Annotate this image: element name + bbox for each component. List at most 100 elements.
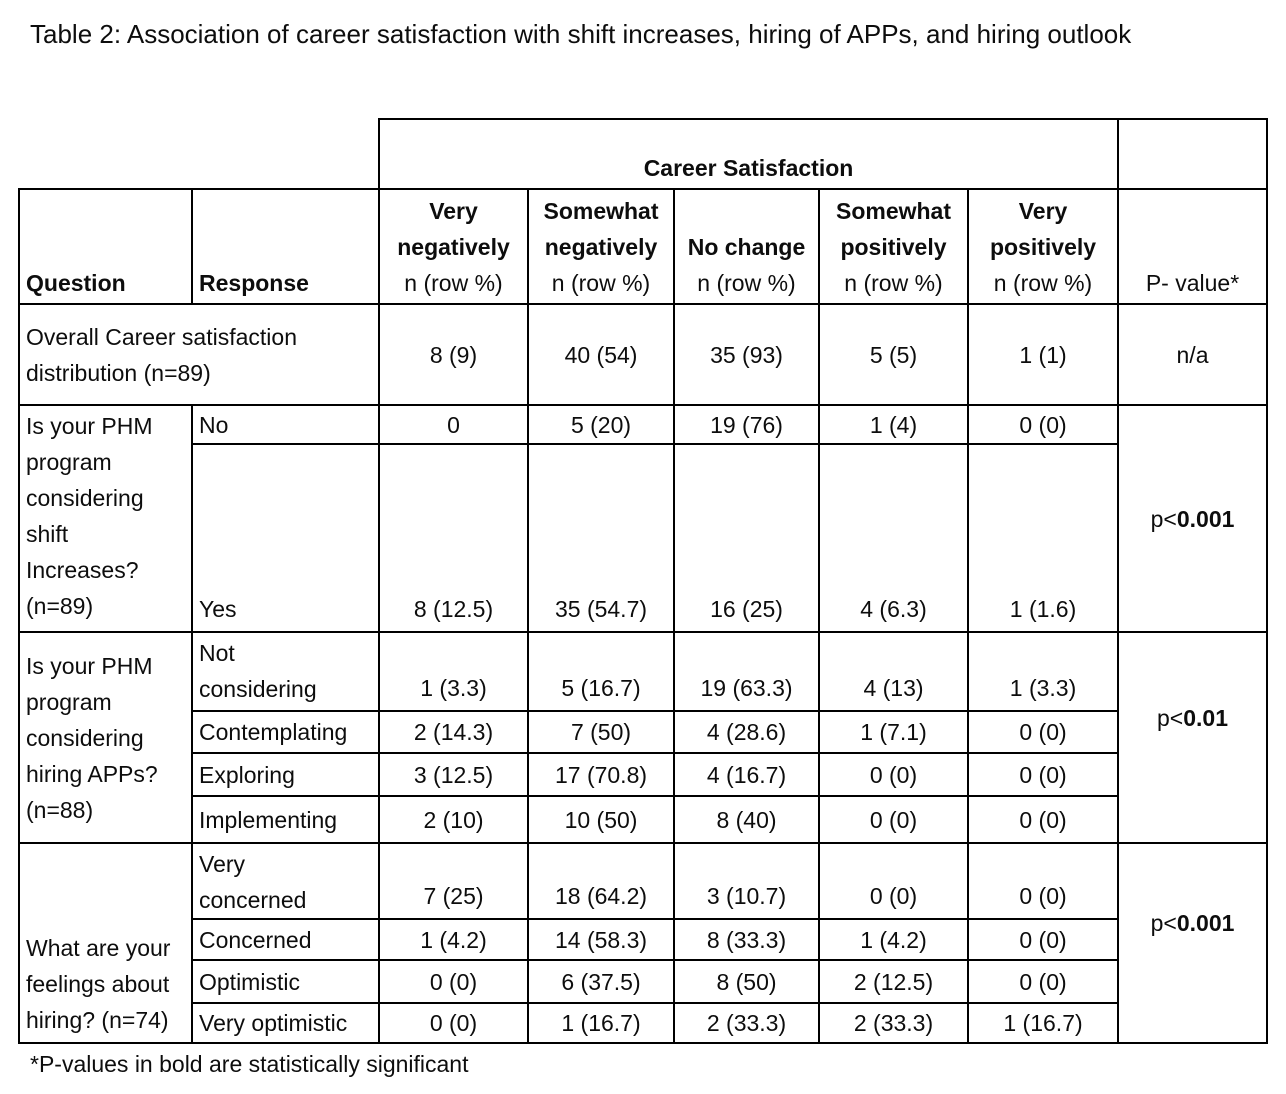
value-cell: 1 (4.2)	[818, 918, 969, 961]
value-cell: 1 (16.7)	[966, 1002, 1120, 1044]
table-row: Optimistic 0 (0) 6 (37.5) 8 (50) 2 (12.5…	[19, 959, 1267, 1004]
response-cell: Contemplating	[191, 710, 380, 754]
p-value-cell: n/a	[1117, 303, 1269, 406]
career-satisfaction-spanner: Career Satisfaction	[377, 118, 1120, 190]
value-cell: 35 (93)	[673, 303, 820, 406]
table-row: Concerned 1 (4.2) 14 (58.3) 8 (33.3) 1 (…	[19, 918, 1267, 961]
p-prefix: p<	[1150, 505, 1177, 532]
value-cell: 1 (1.6)	[966, 443, 1120, 633]
value-cell: 1 (7.1)	[818, 710, 969, 754]
p-value-cell: p<0.01	[1117, 631, 1269, 844]
level-label: Very negatively	[397, 198, 510, 260]
value-cell: 0 (0)	[966, 918, 1120, 961]
level-sub-label: n (row %)	[404, 270, 503, 296]
value-cell: 0 (0)	[966, 404, 1120, 445]
value-cell: 0 (0)	[378, 1002, 529, 1044]
value-cell: 4 (13)	[818, 631, 969, 712]
value-cell: 16 (25)	[673, 443, 820, 633]
value-cell: 10 (50)	[527, 795, 675, 844]
value-cell: 7 (25)	[378, 842, 529, 920]
response-cell: Concerned	[191, 918, 380, 961]
value-cell: 17 (70.8)	[527, 752, 675, 797]
level-header-very-negatively: Very negatively n (row %)	[378, 188, 529, 305]
value-cell: 0 (0)	[378, 959, 529, 1004]
value-cell: 2 (10)	[378, 795, 529, 844]
response-cell: Optimistic	[191, 959, 380, 1004]
value-cell: 4 (16.7)	[673, 752, 820, 797]
value-cell: 0 (0)	[966, 752, 1120, 797]
value-cell: 0 (0)	[818, 795, 969, 844]
value-cell: 40 (54)	[527, 303, 675, 406]
table-row: What are your feelings about hiring? (n=…	[18, 842, 1269, 1044]
level-header-somewhat-positively: Somewhat positively n (row %)	[818, 188, 969, 305]
value-cell: 5 (20)	[527, 404, 675, 445]
level-label: No change	[687, 234, 806, 260]
table-row: Contemplating 2 (14.3) 7 (50) 4 (28.6) 1…	[19, 710, 1267, 754]
response-cell: Very optimistic	[191, 1002, 380, 1044]
value-cell: 2 (33.3)	[673, 1002, 820, 1044]
value-cell: 1 (1)	[966, 303, 1120, 406]
level-label: Somewhat negatively	[543, 198, 659, 260]
level-label: Somewhat positively	[835, 198, 952, 260]
value-cell: 2 (14.3)	[378, 710, 529, 754]
value-cell: 1 (3.3)	[966, 631, 1120, 712]
table-row: Career Satisfaction	[19, 118, 1269, 190]
value-cell: 8 (12.5)	[378, 443, 529, 633]
level-header-no-change: No change n (row %)	[673, 188, 820, 305]
value-cell: 7 (50)	[527, 710, 675, 754]
question-cell: What are your feelings about hiring? (n=…	[18, 842, 193, 1044]
level-label: Very positively	[989, 198, 1097, 260]
value-cell: 3 (10.7)	[673, 842, 820, 920]
value-cell: 0 (0)	[966, 959, 1120, 1004]
value-cell: 1 (3.3)	[378, 631, 529, 712]
p-value: 0.001	[1176, 505, 1235, 532]
response-cell: Not considering	[191, 631, 380, 712]
value-cell: 0 (0)	[818, 842, 969, 920]
value-cell: 1 (4)	[818, 404, 969, 445]
p-prefix: p<	[1157, 704, 1184, 731]
value-cell: 0 (0)	[818, 752, 969, 797]
level-header-somewhat-negatively: Somewhat negatively n (row %)	[527, 188, 675, 305]
value-cell: 5 (5)	[818, 303, 969, 406]
table-row: Is your PHM program considering hiring A…	[18, 631, 1269, 844]
level-sub-label: n (row %)	[993, 270, 1093, 296]
value-cell: 8 (33.3)	[673, 918, 820, 961]
response-cell: Yes	[191, 443, 380, 633]
p-value: 0.001	[1176, 910, 1235, 936]
response-cell: Exploring	[191, 752, 380, 797]
value-cell: 0 (0)	[966, 710, 1120, 754]
p-prefix: p<	[1150, 910, 1177, 936]
value-cell: 3 (12.5)	[378, 752, 529, 797]
value-cell: 8 (40)	[673, 795, 820, 844]
table-row: Exploring 3 (12.5) 17 (70.8) 4 (16.7) 0 …	[19, 752, 1267, 797]
value-cell: 0	[378, 404, 529, 445]
table-row: Very optimistic 0 (0) 1 (16.7) 2 (33.3) …	[19, 1002, 1267, 1044]
response-cell: Implementing	[191, 795, 380, 844]
question-column-header: Question	[18, 188, 193, 305]
level-sub-label: n (row %)	[697, 270, 796, 296]
value-cell: 0 (0)	[966, 795, 1120, 844]
value-cell: 5 (16.7)	[527, 631, 675, 712]
table-row: Is your PHM program considering shift In…	[18, 404, 1269, 633]
level-sub-label: n (row %)	[844, 270, 943, 296]
value-cell: 18 (64.2)	[527, 842, 675, 920]
value-cell: 35 (54.7)	[527, 443, 675, 633]
value-cell: 8 (50)	[673, 959, 820, 1004]
value-cell: 0 (0)	[966, 842, 1120, 920]
footnote: *P-values in bold are statistically sign…	[30, 1051, 469, 1077]
empty-notch	[19, 119, 379, 189]
table-row: Yes 8 (12.5) 35 (54.7) 16 (25) 4 (6.3) 1…	[19, 443, 1267, 633]
question-cell: Overall Career satisfaction distribution…	[18, 303, 380, 406]
value-cell: 2 (12.5)	[818, 959, 969, 1004]
p-value-cell: p<0.001	[1117, 842, 1269, 1044]
value-cell: 2 (33.3)	[818, 1002, 969, 1044]
table-row: Question Response Very negatively n (row…	[18, 188, 1269, 305]
table-row: Overall Career satisfaction distribution…	[18, 303, 1269, 406]
value-cell: 1 (16.7)	[527, 1002, 675, 1044]
p-value: 0.01	[1183, 704, 1229, 731]
value-cell: 8 (9)	[378, 303, 529, 406]
response-cell: No	[191, 404, 380, 445]
level-sub-label: n (row %)	[551, 270, 651, 296]
question-cell: Is your PHM program considering hiring A…	[18, 631, 193, 844]
